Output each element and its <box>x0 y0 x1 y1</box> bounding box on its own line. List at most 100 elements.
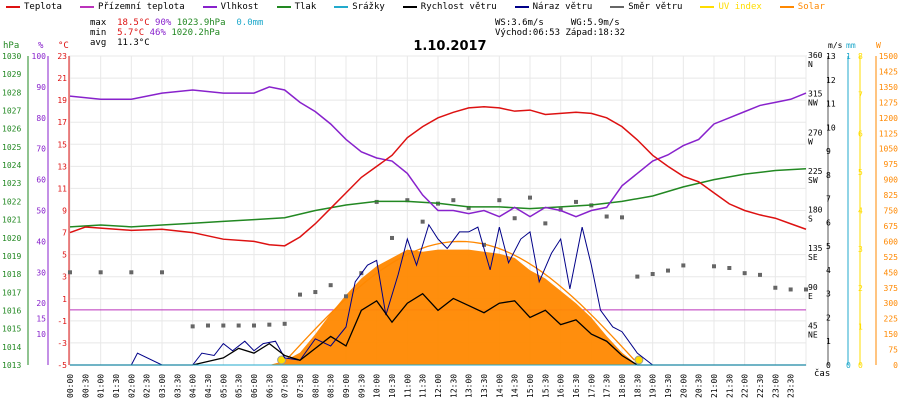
x-tick: 03:00 <box>158 374 167 398</box>
x-tick: 05:00 <box>219 374 228 398</box>
stats-sunrise: Východ:06:53 <box>495 28 561 38</box>
stats-avg-label: avg <box>90 38 107 48</box>
legend-swatch <box>700 6 715 8</box>
temperature-tick: -3 <box>57 339 67 348</box>
legend-item: Teplota <box>6 2 62 12</box>
uv-tick: 4 <box>858 207 863 216</box>
x-tick: 12:00 <box>434 374 443 398</box>
solar-tick: 1050 <box>879 145 898 154</box>
pressure-tick: 1015 <box>2 325 21 334</box>
x-tick: 08:00 <box>311 374 320 398</box>
uv-tick: 1 <box>858 322 863 331</box>
wind-direction-point <box>650 272 655 277</box>
wind-direction-point <box>252 323 256 328</box>
solar-tick: 1350 <box>879 83 898 92</box>
solar-tick: 75 <box>888 346 898 355</box>
speed-tick: 5 <box>826 242 831 251</box>
speed-tick: 11 <box>826 100 836 109</box>
pressure-tick: 1013 <box>2 361 21 370</box>
wind-direction-point <box>512 216 517 221</box>
uv-tick: 3 <box>858 245 863 254</box>
wind-direction-point <box>190 324 195 329</box>
x-tick: 02:00 <box>127 374 136 398</box>
wind-direction-point <box>727 266 732 271</box>
stats-min-pres: 1020.2hPa <box>171 28 221 38</box>
pressure-tick: 1028 <box>2 88 21 97</box>
wind-direction-point <box>604 214 609 219</box>
legend-swatch <box>6 6 20 8</box>
wind-direction-point <box>98 270 103 275</box>
solar-tick: 975 <box>884 160 899 169</box>
temperature-tick: 15 <box>57 140 67 149</box>
solar-tick: 0 <box>893 361 898 370</box>
wind-direction-point <box>543 221 548 226</box>
wind-direction-point <box>129 270 134 275</box>
wind-speed-line <box>70 292 806 366</box>
x-axis-label: čas <box>814 368 830 379</box>
pressure-tick: 1016 <box>2 306 21 315</box>
temperature-tick: -1 <box>57 317 67 326</box>
direction-tick: NE <box>808 330 818 339</box>
legend-item: Náraz větru <box>514 2 592 12</box>
legend-item: Srážky <box>334 2 385 12</box>
solar-tick: 300 <box>884 299 899 308</box>
legend-label: Směr větru <box>628 2 683 12</box>
uv-tick: 6 <box>858 129 863 138</box>
stats-max-hum: 90% <box>155 18 172 28</box>
pressure-tick: 1024 <box>2 161 21 170</box>
x-tick: 10:00 <box>373 374 382 398</box>
direction-tick: 180 <box>808 206 823 215</box>
temperature-tick: 19 <box>57 96 67 105</box>
stats-min-temp: 5.7°C <box>117 28 145 38</box>
wind-direction-point <box>313 290 318 295</box>
speed-tick: 2 <box>826 313 831 322</box>
x-tick: 06:30 <box>265 374 274 398</box>
wind-direction-point <box>558 207 563 212</box>
x-tick: 16:30 <box>572 374 581 398</box>
pressure-tick: 1025 <box>2 143 21 152</box>
direction-tick: W <box>808 137 813 146</box>
stats-right: WS:3.6m/s WG:5.9m/s Východ:06:53 Západ:1… <box>495 18 625 38</box>
stats-min-hum: 46% <box>149 28 166 38</box>
wind-direction-point <box>681 263 686 268</box>
stats-max-temp: 18.5°C <box>117 18 150 28</box>
speed-tick: 6 <box>826 218 831 227</box>
x-tick: 19:00 <box>649 374 658 398</box>
direction-tick: 315 <box>808 90 823 99</box>
solar-tick: 900 <box>884 176 899 185</box>
x-tick: 14:30 <box>511 374 520 398</box>
legend-label: Vlhkost <box>220 2 259 12</box>
speed-tick: 8 <box>826 171 831 180</box>
x-tick: 07:00 <box>281 374 290 398</box>
x-tick: 23:00 <box>771 374 780 398</box>
temperature-tick: 23 <box>57 52 67 61</box>
x-tick: 04:00 <box>189 374 198 398</box>
x-tick: 14:00 <box>495 374 504 398</box>
humidity-tick: 50 <box>36 207 46 216</box>
pressure-tick: 1023 <box>2 179 21 188</box>
legend-label: Přízemní teplota <box>97 2 185 12</box>
stats-max-pres: 1023.9hPa <box>176 18 226 28</box>
pressure-tick: 1022 <box>2 197 21 206</box>
x-tick: 00:00 <box>66 374 75 398</box>
legend-item: UV index <box>700 2 762 12</box>
pressure-tick: 1017 <box>2 288 21 297</box>
x-tick: 02:30 <box>143 374 152 398</box>
solar-tick: 450 <box>884 268 899 277</box>
wind-direction-point <box>405 198 410 203</box>
direction-tick: 225 <box>808 167 823 176</box>
solar-axis-label: W <box>876 41 881 50</box>
x-tick: 01:30 <box>112 374 121 398</box>
wind-direction-point <box>328 283 333 288</box>
wind-gust-line <box>70 223 806 366</box>
humidity-tick: 30 <box>36 268 46 277</box>
temperature-tick: -5 <box>57 361 67 370</box>
x-tick: 01:00 <box>97 374 106 398</box>
wind-direction-point <box>282 321 287 326</box>
temperature-tick: 5 <box>62 251 67 260</box>
legend-item: Rychlost větru <box>402 2 497 12</box>
legend-label: UV index <box>718 2 762 12</box>
direction-tick: N <box>808 60 813 69</box>
speed-tick: 1 <box>826 337 831 346</box>
